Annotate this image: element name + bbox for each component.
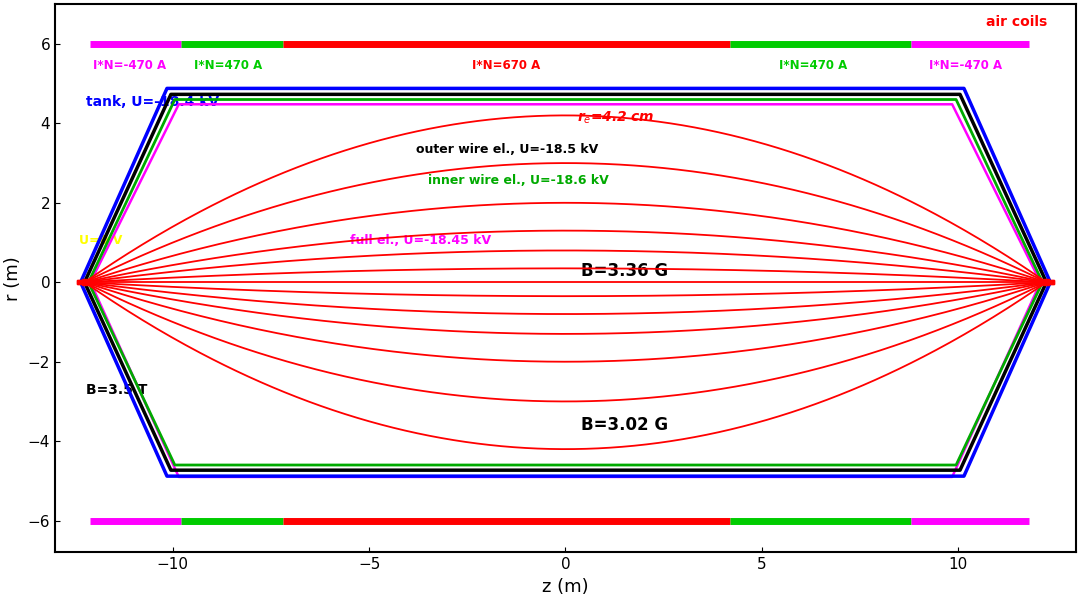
Text: U=0 V: U=0 V xyxy=(79,234,122,247)
Text: full el., U=-18.45 kV: full el., U=-18.45 kV xyxy=(350,234,490,247)
Text: I*N=670 A: I*N=670 A xyxy=(472,59,541,72)
Text: B=3.36 G: B=3.36 G xyxy=(581,262,667,280)
Text: I*N=470 A: I*N=470 A xyxy=(779,59,847,72)
Text: inner wire el., U=-18.6 kV: inner wire el., U=-18.6 kV xyxy=(428,175,609,187)
Text: r$_e$=4.2 cm: r$_e$=4.2 cm xyxy=(577,109,654,125)
Text: tank, U=-18.4 kV: tank, U=-18.4 kV xyxy=(86,95,219,109)
X-axis label: z (m): z (m) xyxy=(542,578,589,596)
Y-axis label: r (m): r (m) xyxy=(4,256,23,301)
Text: outer wire el., U=-18.5 kV: outer wire el., U=-18.5 kV xyxy=(416,143,598,155)
Text: I*N=470 A: I*N=470 A xyxy=(193,59,262,72)
Text: air coils: air coils xyxy=(986,15,1048,29)
Text: I*N=-470 A: I*N=-470 A xyxy=(93,59,166,72)
Text: B=3.02 G: B=3.02 G xyxy=(581,416,667,434)
Text: I*N=-470 A: I*N=-470 A xyxy=(930,59,1002,72)
Text: B=3.5 T: B=3.5 T xyxy=(86,383,148,397)
